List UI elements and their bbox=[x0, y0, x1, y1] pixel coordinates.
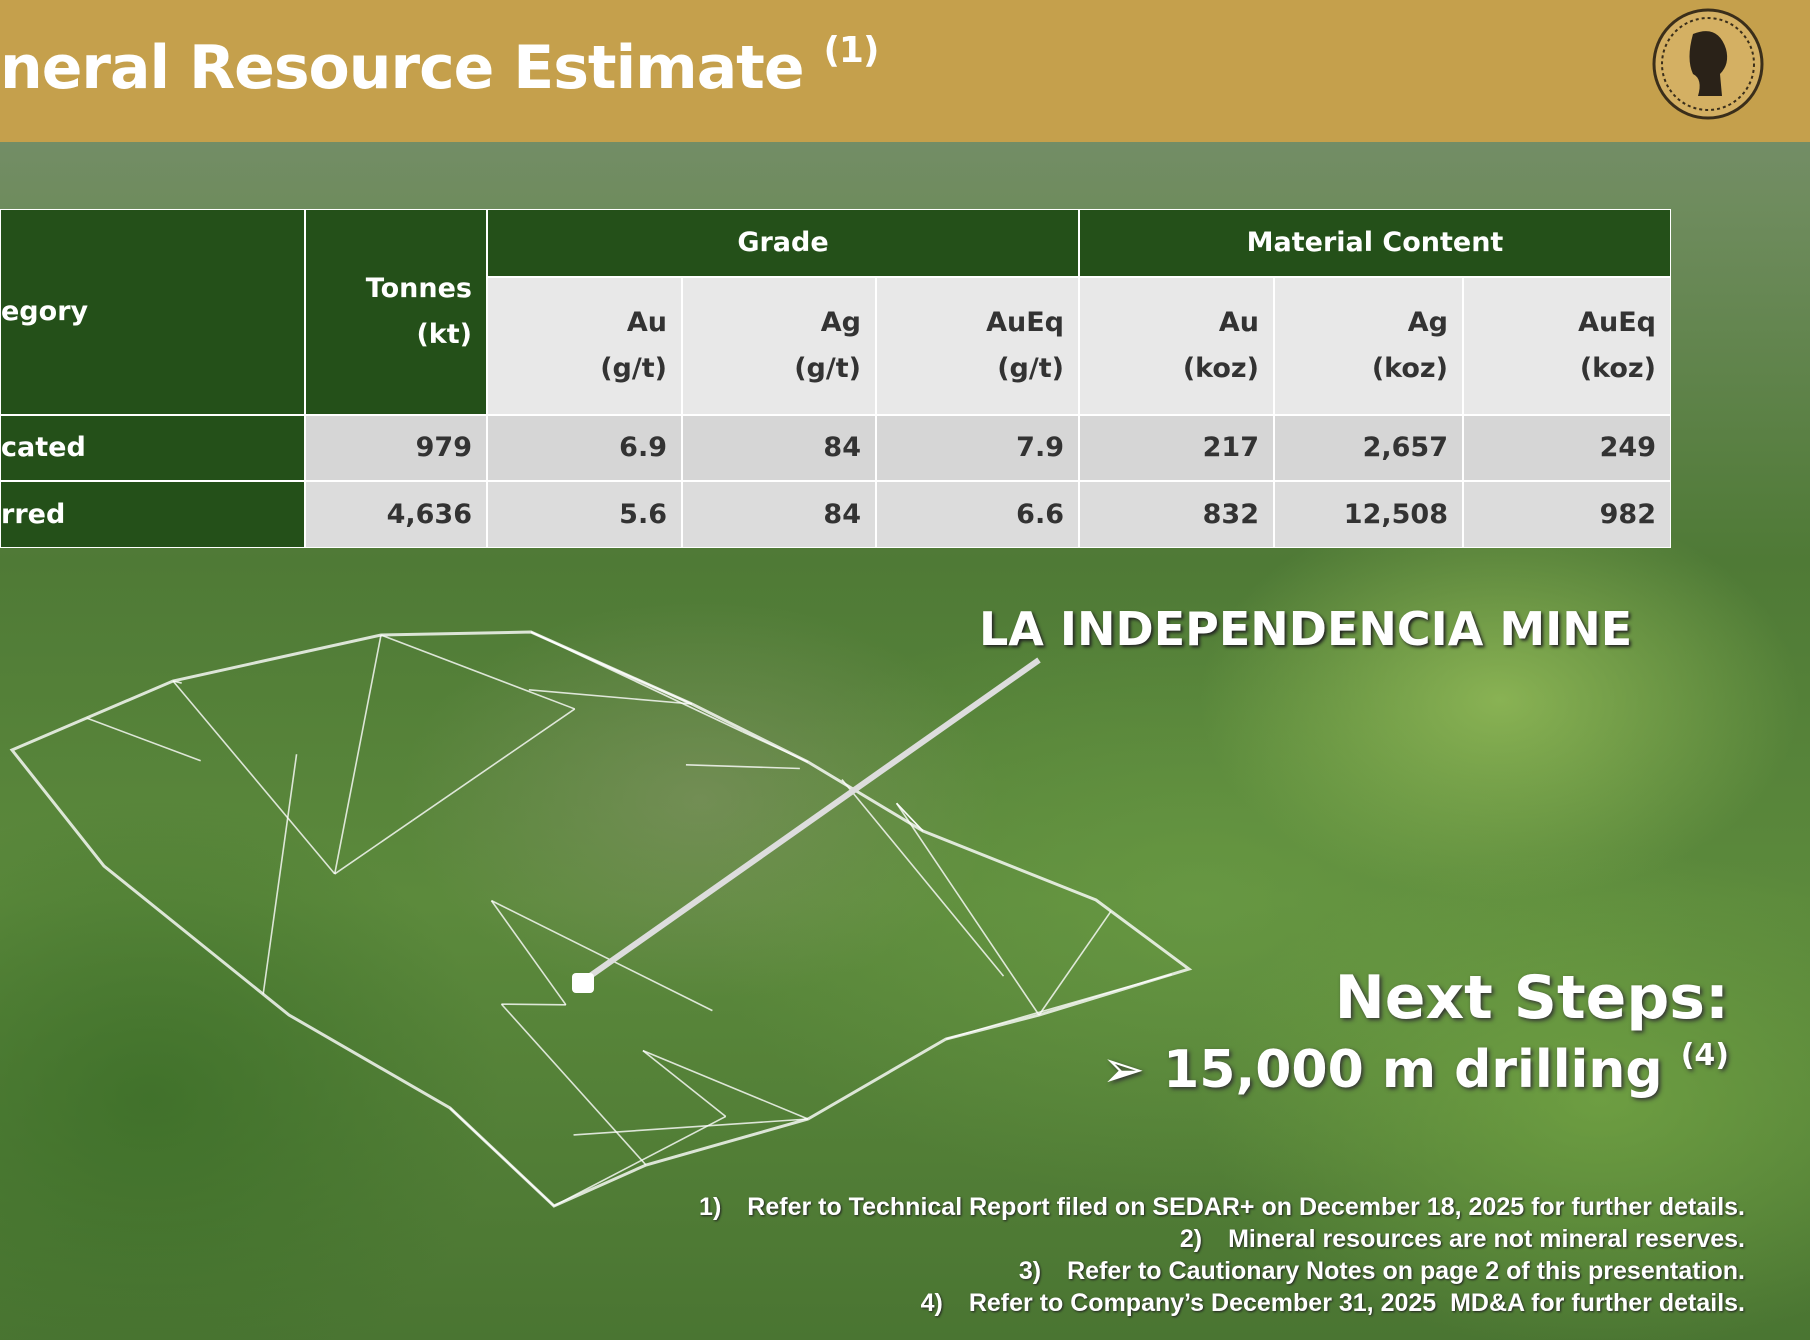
mesh-line bbox=[263, 754, 296, 994]
column-header: egory bbox=[0, 209, 305, 415]
header-line: AuEq bbox=[1578, 300, 1656, 346]
row-label: cated bbox=[0, 415, 305, 481]
logo bbox=[1648, 4, 1768, 124]
footnote: 3) Refer to Cautionary Notes on page 2 of… bbox=[1019, 1257, 1745, 1286]
footnote-text: Refer to Company’s December 31, 2025 MD&… bbox=[969, 1289, 1745, 1317]
mesh-line bbox=[574, 1119, 808, 1135]
table-cell: 7.9 bbox=[876, 415, 1079, 481]
table-cell: 832 bbox=[1079, 481, 1274, 548]
table-cell: 982 bbox=[1463, 481, 1671, 548]
mesh-line bbox=[450, 1108, 554, 1206]
footnote-number: 3) bbox=[1019, 1257, 1041, 1285]
table-cell: 249 bbox=[1463, 415, 1671, 481]
column-header: Ag(g/t) bbox=[682, 277, 876, 415]
group-header: Material Content bbox=[1079, 209, 1671, 277]
footnote-number: 1) bbox=[699, 1193, 721, 1221]
mine-label: LA INDEPENDENCIA MINE bbox=[979, 602, 1632, 656]
footnote-text: Refer to Technical Report filed on SEDAR… bbox=[747, 1193, 1745, 1221]
column-header: Au(koz) bbox=[1079, 277, 1274, 415]
mesh-line bbox=[743, 732, 808, 762]
mesh-line bbox=[413, 709, 575, 820]
header-line: Ag bbox=[1408, 300, 1448, 346]
table-cell: 2,657 bbox=[1274, 415, 1463, 481]
mesh-line bbox=[531, 632, 692, 704]
footnote: 2) Mineral resources are not mineral rese… bbox=[1180, 1225, 1745, 1254]
mesh-line bbox=[686, 765, 800, 769]
table-cell: 6.6 bbox=[876, 481, 1079, 548]
footnote-number: 2) bbox=[1180, 1225, 1202, 1253]
slide: neral Resource Estimate (1) GradeMateria… bbox=[0, 0, 1810, 1340]
footnote: 1) Refer to Technical Report filed on SED… bbox=[699, 1193, 1745, 1222]
mesh-line bbox=[643, 1051, 808, 1119]
mesh-line bbox=[501, 1004, 565, 1005]
row-label: rred bbox=[0, 481, 305, 548]
table-cell: 5.6 bbox=[487, 481, 682, 548]
footnote-text: Refer to Cautionary Notes on page 2 of t… bbox=[1067, 1257, 1745, 1285]
title-note: (1) bbox=[823, 30, 878, 71]
header-line: AuEq bbox=[986, 300, 1064, 346]
next-steps-bullet: ➢ 15,000 m drilling (4) bbox=[1101, 1038, 1729, 1100]
mesh-overlay bbox=[0, 0, 1810, 1340]
column-header: Ag(koz) bbox=[1274, 277, 1463, 415]
column-header: AuEq(g/t) bbox=[876, 277, 1079, 415]
mesh-line bbox=[1039, 911, 1111, 1015]
mesh-line bbox=[501, 1004, 646, 1165]
next-steps-title: Next Steps: bbox=[1335, 963, 1729, 1033]
header-line: (g/t) bbox=[997, 346, 1064, 392]
column-header: AuEq(koz) bbox=[1463, 277, 1671, 415]
header-line: (g/t) bbox=[600, 346, 667, 392]
footnote-number: 4) bbox=[921, 1289, 943, 1317]
header-line: egory bbox=[1, 289, 88, 335]
mesh-line bbox=[946, 974, 1172, 1039]
group-header: Grade bbox=[487, 209, 1079, 277]
table-cell: 12,508 bbox=[1274, 481, 1463, 548]
mesh-line bbox=[87, 718, 201, 761]
table-cell: 84 bbox=[682, 415, 876, 481]
column-header: Tonnes(kt) bbox=[305, 209, 487, 415]
mesh-outline bbox=[12, 632, 1189, 1206]
header-line: Au bbox=[627, 300, 667, 346]
mesh-line bbox=[643, 1051, 726, 1117]
table-cell: 6.9 bbox=[487, 415, 682, 481]
header-line: Au bbox=[1219, 300, 1259, 346]
mesh-line bbox=[335, 820, 413, 873]
title-text: neral Resource Estimate bbox=[0, 33, 804, 103]
header-bar: neral Resource Estimate (1) bbox=[0, 0, 1810, 142]
mesh-line bbox=[381, 635, 575, 709]
column-header: Au(g/t) bbox=[487, 277, 682, 415]
header-line: Tonnes bbox=[366, 266, 472, 312]
header-line: (koz) bbox=[1580, 346, 1656, 392]
table-cell: 217 bbox=[1079, 415, 1274, 481]
table-cell: 4,636 bbox=[305, 481, 487, 548]
mesh-line bbox=[335, 635, 381, 874]
table-cell: 979 bbox=[305, 415, 487, 481]
footnote: 4) Refer to Company’s December 31, 2025 M… bbox=[921, 1289, 1745, 1318]
leader-line bbox=[583, 660, 1039, 981]
header-line: (koz) bbox=[1183, 346, 1259, 392]
header-line: (kt) bbox=[416, 312, 472, 358]
bullet-text: 15,000 m drilling bbox=[1163, 1040, 1662, 1100]
footnote-text: Mineral resources are not mineral reserv… bbox=[1228, 1225, 1745, 1253]
leader-marker bbox=[572, 973, 594, 993]
table-cell: 84 bbox=[682, 481, 876, 548]
header-line: Ag bbox=[821, 300, 861, 346]
mesh-line bbox=[842, 779, 1004, 976]
header-line: (g/t) bbox=[794, 346, 861, 392]
bullet-note: (4) bbox=[1681, 1038, 1729, 1073]
slide-title: neral Resource Estimate (1) bbox=[0, 30, 878, 103]
mesh-line bbox=[491, 901, 565, 1005]
mesh-line bbox=[173, 681, 335, 874]
mesh-line bbox=[491, 901, 712, 1011]
mesh-line bbox=[897, 803, 1039, 1015]
header-line: (koz) bbox=[1372, 346, 1448, 392]
